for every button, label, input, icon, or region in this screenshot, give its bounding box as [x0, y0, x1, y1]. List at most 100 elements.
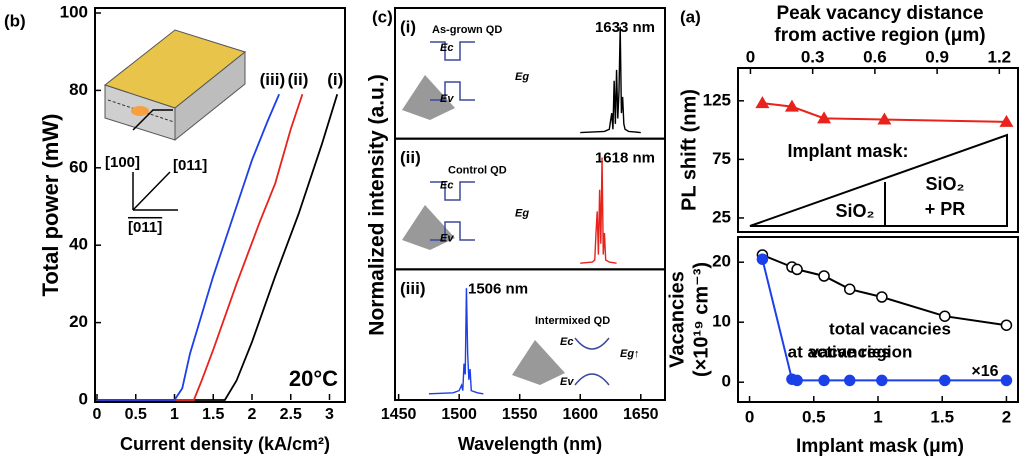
marker: [817, 111, 832, 124]
x-tick-label: 1650: [623, 406, 659, 423]
band-label: Ev: [440, 233, 454, 245]
series-label: total vacancies: [829, 319, 951, 338]
peak-label: 1618 nm: [595, 150, 655, 167]
marker: [784, 99, 799, 112]
subplot-title: As-grown QD: [432, 24, 502, 36]
inset-label: [011]: [173, 157, 207, 174]
y-tick-label: 125: [703, 90, 731, 109]
x-tick-label: 0: [746, 47, 755, 66]
y-tick-label: 0: [79, 389, 88, 408]
y-axis-label: Normalized intensity (a.u.): [366, 74, 389, 335]
x-tick-label: 3: [325, 406, 334, 423]
series-label: at active region: [788, 342, 913, 361]
marker: [876, 374, 888, 387]
x-tick-label: 0.5: [125, 406, 147, 423]
band-label: Ev: [440, 93, 454, 105]
y-tick-label: 75: [712, 149, 731, 168]
band-label: Ec: [560, 336, 573, 348]
data-line: [580, 157, 617, 264]
marker: [876, 291, 888, 303]
x-tick-label: 1.2: [988, 47, 1012, 66]
y-axis-label: (×10¹⁹ cm⁻³): [690, 262, 712, 377]
band-label: Eg↑: [620, 348, 640, 360]
laser-chip-inset: [103, 29, 247, 211]
subplot-frame: [737, 67, 1019, 233]
mask-label: Implant mask:: [787, 141, 908, 161]
peak-label: 1506 nm: [468, 280, 528, 297]
marker: [939, 310, 951, 322]
data-line: [97, 94, 339, 401]
x-tick-label: 2: [1002, 407, 1011, 426]
subplot-label: (ii): [400, 148, 421, 167]
x-tick-label: 0.5: [802, 407, 826, 426]
x-tick-label: 0: [745, 407, 754, 426]
panel-label: (b): [4, 11, 26, 30]
x-tick-label: 2: [248, 406, 257, 423]
band-label: Ec: [440, 180, 453, 192]
annotation: 20°C: [289, 366, 338, 391]
subplot-frame: [394, 268, 666, 402]
marker: [791, 263, 803, 276]
band-label: Eg: [515, 208, 529, 220]
mask-label: SiO₂: [835, 201, 874, 221]
y-tick-label: 80: [69, 80, 88, 99]
band-label: Ec: [440, 42, 453, 54]
data-line: [580, 26, 641, 134]
inset-label: [011]: [128, 219, 162, 236]
y-axis-label: PL shift (nm): [678, 89, 700, 211]
band-label: Eg: [515, 71, 529, 83]
x-tick-label: 0: [93, 406, 102, 423]
y-tick-label: 60: [69, 157, 88, 176]
data-line: [428, 288, 484, 395]
x-tick-label: 0.6: [863, 47, 887, 66]
marker: [791, 374, 803, 387]
marker: [1000, 374, 1013, 387]
data-line: [97, 93, 304, 401]
x-tick-label: 1500: [441, 406, 477, 423]
x-axis-label: Current density (kA/cm²): [120, 434, 330, 454]
legend-label: (iii): [260, 70, 286, 89]
marker: [999, 114, 1014, 127]
x-tick-label: 1450: [381, 406, 417, 423]
marker: [756, 253, 769, 265]
marker: [818, 270, 830, 282]
y-axis-label: Vacancies: [666, 271, 688, 368]
marker: [818, 374, 830, 387]
x-tick-label: 1: [170, 406, 179, 423]
y-tick-label: 40: [69, 235, 88, 254]
y-tick-label: 100: [60, 2, 88, 21]
y-tick-label: 25: [712, 207, 731, 226]
y-axis-label: Total power (mW): [38, 114, 63, 297]
x-tick-label: 1: [873, 407, 882, 426]
legend-label: (ii): [288, 70, 309, 89]
x-tick-label: 2.5: [280, 406, 302, 423]
marker: [939, 374, 951, 387]
marker: [843, 283, 856, 295]
subplot-label: (iii): [400, 279, 426, 298]
band-diagrams: [402, 41, 610, 386]
y-tick-label: 10: [712, 312, 731, 331]
top-axis-label: from active region (μm): [774, 25, 985, 46]
series-label: vacancies: [809, 342, 890, 361]
marker: [843, 374, 856, 387]
data-line: [97, 93, 280, 401]
plot-frame: [94, 7, 346, 403]
x-tick-label: 1.5: [202, 406, 224, 423]
implant-mask-shape: [749, 133, 1008, 227]
x-tick-label: 1.5: [930, 407, 954, 426]
mask-label: + PR: [925, 199, 966, 219]
legend-label: (i): [327, 70, 343, 89]
subplot-label: (i): [400, 17, 416, 36]
x-tick-label: 1550: [502, 406, 538, 423]
mask-label: SiO₂: [925, 174, 964, 194]
marker: [877, 112, 892, 125]
subplot-title: Control QD: [448, 165, 507, 177]
x-axis-label: Wavelength (nm): [458, 434, 602, 454]
y-tick-label: 20: [712, 252, 731, 271]
top-axis-label: Peak vacancy distance: [776, 3, 983, 24]
panel-label: (c): [372, 7, 393, 26]
annotation: ×16: [971, 363, 998, 380]
x-tick-label: 0.3: [801, 47, 825, 66]
marker: [1000, 319, 1013, 331]
